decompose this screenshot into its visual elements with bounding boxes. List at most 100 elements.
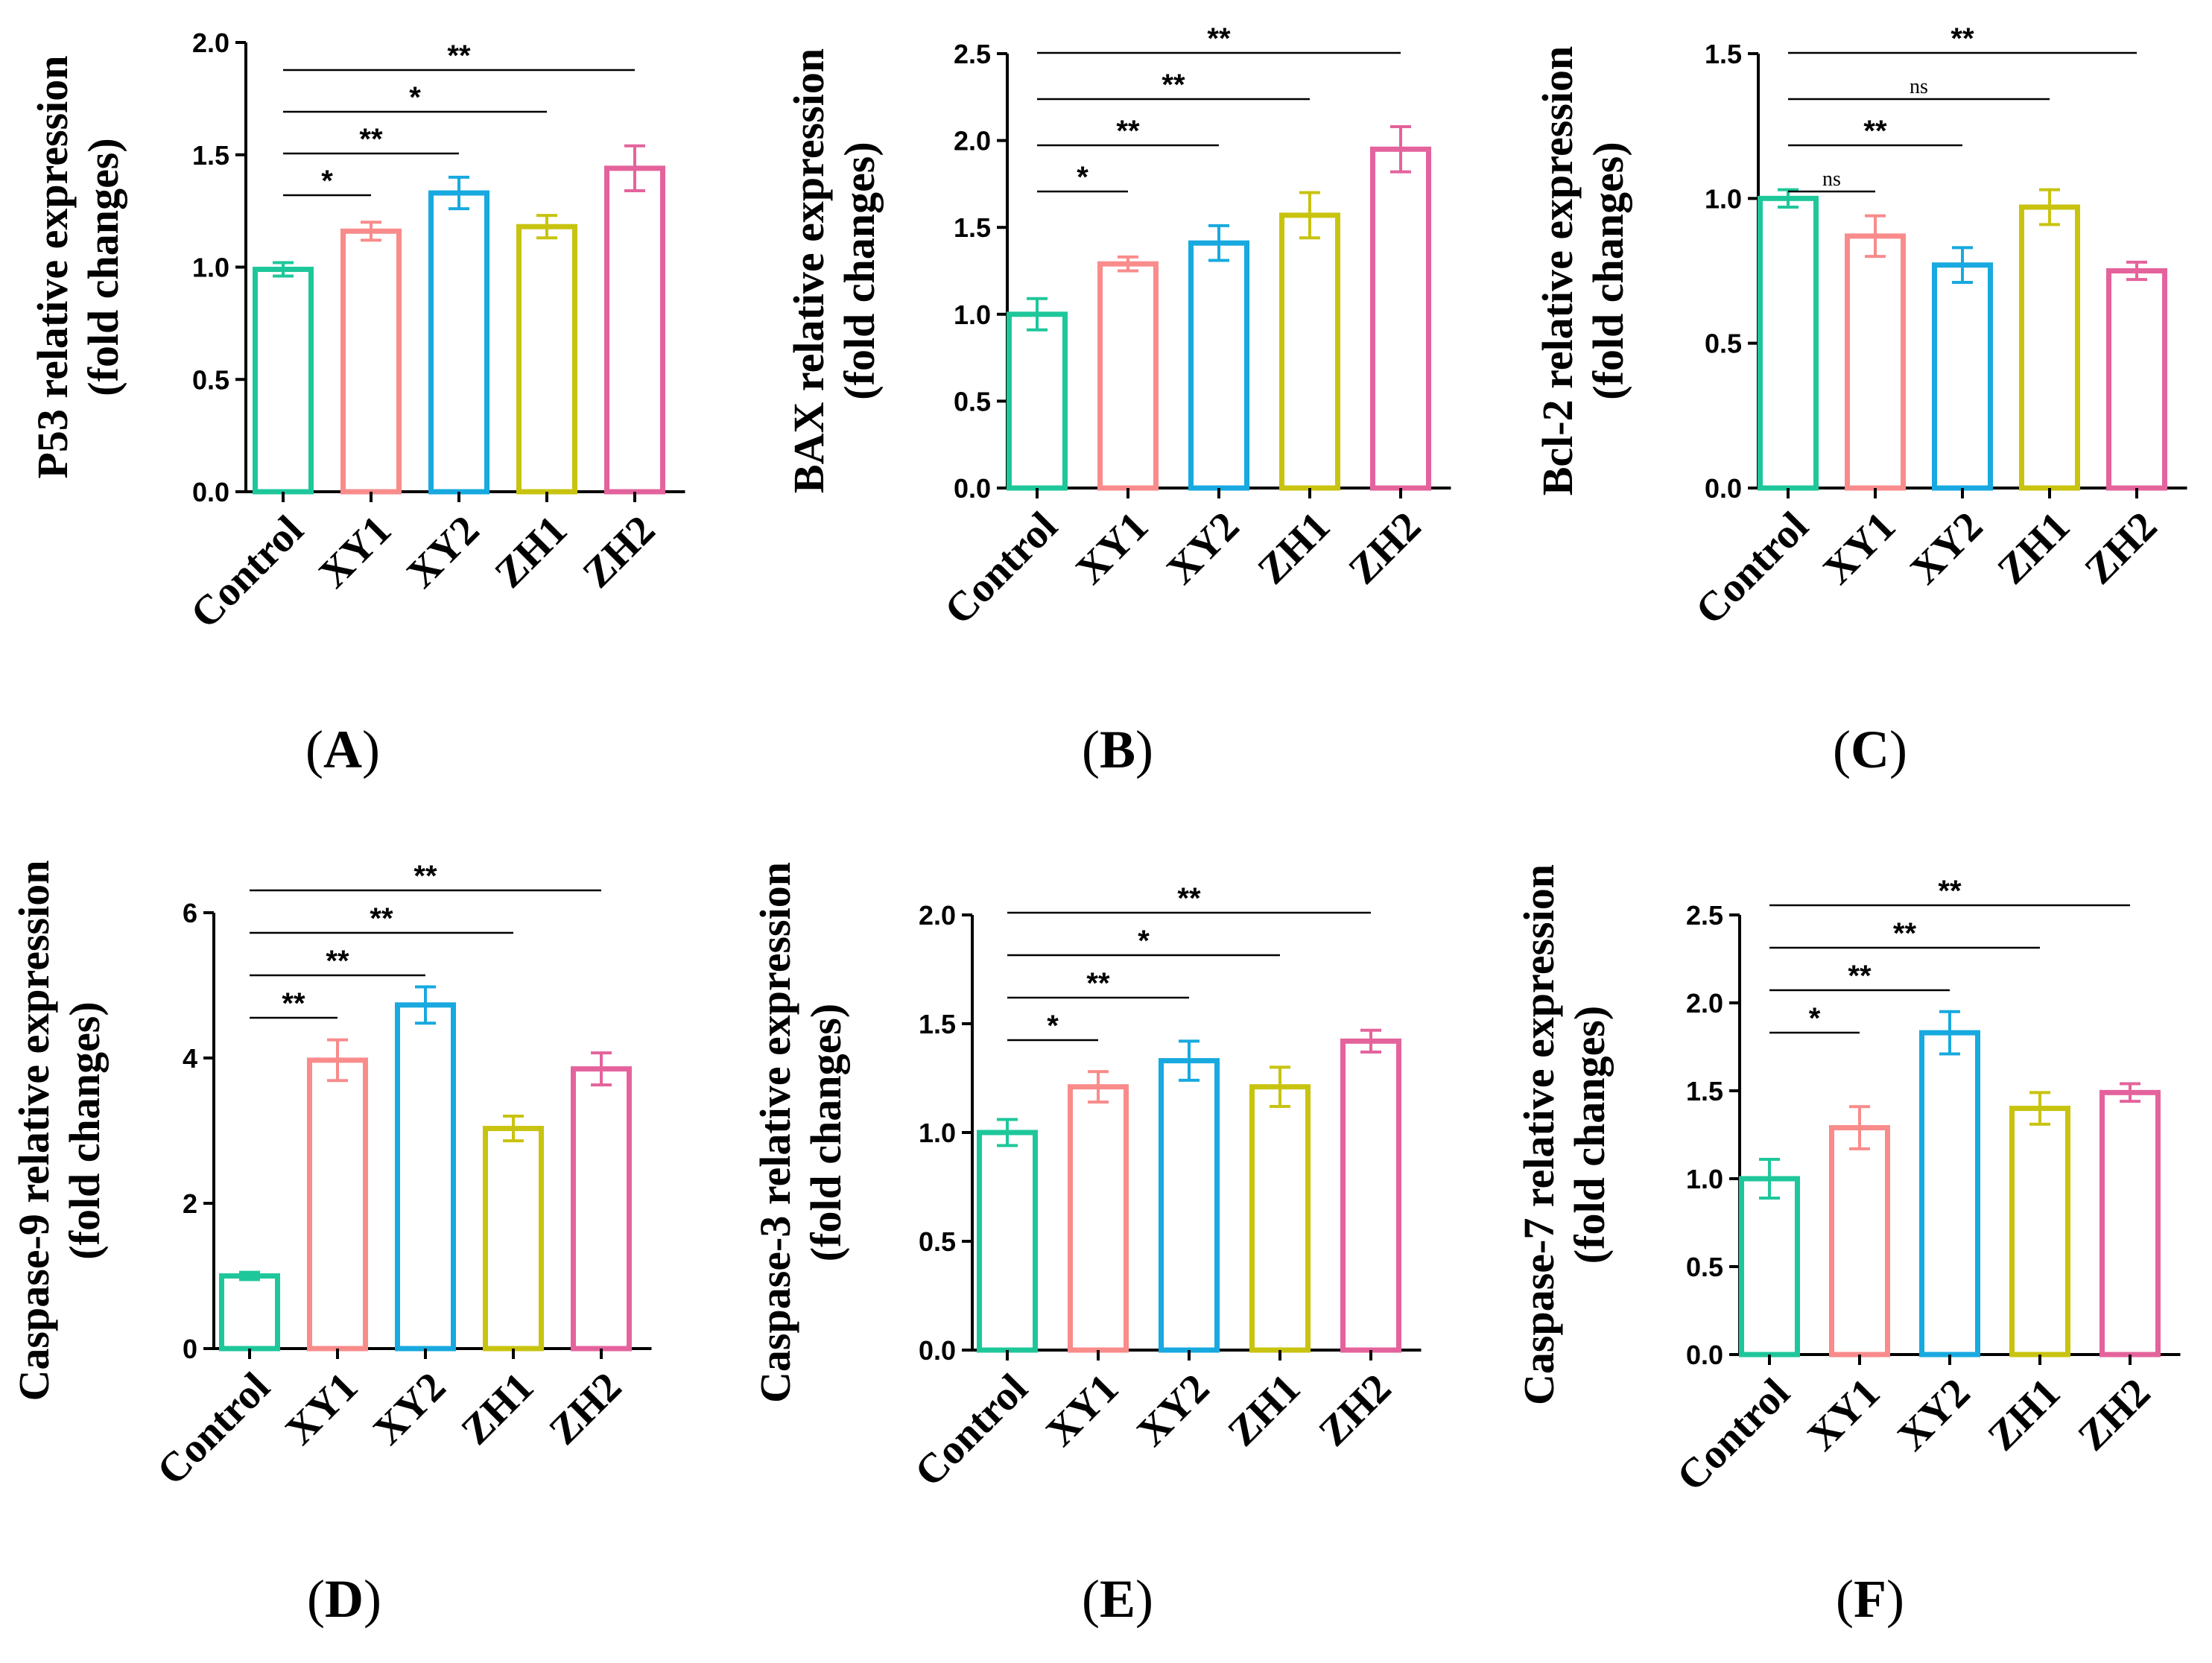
significance-label: ** [326, 945, 349, 978]
significance-label: ns [1822, 168, 1841, 191]
y-tick-label: 1.5 [954, 212, 991, 243]
significance-label: * [1809, 1002, 1821, 1035]
y-tick-label: 2.0 [1686, 988, 1723, 1019]
significance-label: ** [413, 860, 437, 893]
y-axis-label: Caspase-3 relative expression [751, 862, 799, 1403]
category-label-xy1: XY1 [1799, 1369, 1889, 1460]
bar-control [219, 1273, 280, 1352]
bar-control [253, 267, 314, 495]
y-tick-label: 2.0 [919, 900, 956, 931]
bar-zh1 [2009, 1106, 2070, 1358]
bar-xy1 [1068, 1084, 1129, 1353]
y-tick-label: 1.5 [1705, 39, 1742, 69]
bar-xy2 [1932, 262, 1993, 491]
category-label-zh2: ZH2 [2076, 503, 2166, 593]
panel-label: (B) [1082, 720, 1153, 779]
y-tick-label: 0.5 [192, 364, 229, 395]
significance-label: ** [1893, 917, 1917, 950]
category-label-xy1: XY1 [310, 507, 400, 597]
category-label-control: Control [936, 503, 1066, 633]
category-label-zh1: ZH1 [1219, 1365, 1309, 1455]
y-tick-label: 2 [183, 1188, 197, 1219]
significance-label: ns [1910, 75, 1928, 98]
significance-label: ** [1086, 967, 1110, 1000]
y-tick-label: 0.0 [1705, 473, 1742, 504]
category-label-zh1: ZH1 [452, 1363, 542, 1454]
y-tick-label: 0.0 [954, 473, 991, 504]
y-tick-label: 1.0 [192, 253, 229, 283]
significance-label: * [409, 81, 421, 114]
category-label-xy2: XY2 [398, 507, 488, 597]
y-axis-label-sub: (fold changes) [1584, 142, 1632, 399]
bar-zh2 [1370, 146, 1431, 491]
category-label-control: Control [906, 1365, 1036, 1495]
category-label-zh2: ZH2 [1340, 503, 1430, 593]
significance-label: ** [1162, 69, 1185, 101]
bar-control [977, 1130, 1038, 1353]
significance-label: ** [1848, 960, 1872, 992]
y-tick-label: 4 [183, 1043, 197, 1074]
panel-label: (D) [307, 1569, 381, 1629]
bar-zh2 [2100, 1089, 2161, 1358]
category-label-zh2: ZH2 [574, 507, 664, 597]
category-label-zh1: ZH1 [1249, 503, 1339, 593]
significance-label: ** [1863, 115, 1887, 148]
y-axis-label-sub: (fold changes) [79, 138, 127, 396]
y-axis-label: Bcl-2 relative expression [1533, 46, 1582, 496]
category-label-xy2: XY2 [1158, 503, 1248, 593]
bar-xy1 [340, 228, 402, 495]
chart-panel-e: 0.0 0.5 1.0 1.5 2.0 Caspase-3 relative expres… [751, 862, 1422, 1629]
category-label-zh2: ZH2 [1310, 1365, 1400, 1455]
significance-label: ** [359, 123, 383, 156]
bar-zh1 [483, 1126, 544, 1352]
y-tick-label: 0.0 [919, 1335, 956, 1366]
bar-xy1 [1097, 261, 1159, 491]
y-tick-label: 1.5 [192, 140, 229, 171]
y-tick-label: 0.0 [1686, 1340, 1723, 1370]
bar-zh2 [2106, 268, 2167, 491]
bar-zh2 [1340, 1038, 1401, 1353]
bar-xy2 [428, 190, 489, 495]
significance-label: ** [1116, 115, 1140, 148]
chart-panel-a: 0.0 0.5 1.0 1.5 2.0 P53 relative expression (f… [28, 28, 685, 779]
y-tick-label: 0.5 [954, 386, 991, 416]
significance-label: * [1047, 1010, 1059, 1042]
panel-label: (F) [1836, 1569, 1904, 1629]
bar-xy2 [1919, 1030, 1980, 1358]
y-tick-label: 0.5 [1686, 1252, 1723, 1282]
category-label-control: Control [1687, 503, 1817, 633]
y-tick-label: 0.0 [192, 477, 229, 507]
y-tick-label: 1.0 [919, 1118, 956, 1148]
chart-panel-d: 0 2 4 6 Caspase-9 relative expression (fold c… [10, 860, 652, 1629]
category-label-zh2: ZH2 [2069, 1369, 2159, 1460]
significance-label: ** [1938, 875, 1962, 907]
y-axis-label-sub: (fold changes) [835, 142, 884, 399]
y-axis-label: P53 relative expression [28, 55, 77, 478]
panel-label: (C) [1833, 720, 1907, 779]
bar-xy2 [1188, 240, 1249, 491]
category-label-xy1: XY1 [1814, 503, 1904, 593]
significance-label: * [321, 165, 333, 197]
y-axis-label: Caspase-7 relative expression [1515, 864, 1563, 1405]
y-tick-label: 0.5 [1705, 329, 1742, 359]
significance-label: ** [447, 39, 471, 72]
significance-label: * [1077, 161, 1088, 194]
category-label-control: Control [182, 507, 312, 637]
significance-label: ** [1950, 22, 1974, 55]
y-axis-label-sub: (fold changes) [802, 1004, 850, 1261]
category-label-xy1: XY1 [1067, 503, 1157, 593]
y-axis-label-sub: (fold changes) [1565, 1006, 1614, 1264]
significance-label: ** [1207, 22, 1231, 55]
y-tick-label: 1.0 [954, 300, 991, 330]
significance-label: ** [282, 987, 305, 1020]
bar-xy1 [1845, 233, 1906, 491]
category-label-control: Control [1668, 1369, 1799, 1500]
y-tick-label: 2.5 [954, 39, 991, 69]
bar-xy1 [307, 1057, 368, 1352]
chart-panel-b: 0.0 0.5 1.0 1.5 2.0 2.5 BAX relative expressio… [785, 22, 1451, 779]
chart-panel-f: 0.0 0.5 1.0 1.5 2.0 2.5 Caspase-7 relative exp… [1515, 864, 2181, 1629]
y-tick-label: 1.5 [919, 1009, 956, 1039]
significance-label: ** [1177, 882, 1201, 915]
category-label-xy2: XY2 [1889, 1369, 1979, 1460]
panel-label: (A) [305, 720, 380, 779]
